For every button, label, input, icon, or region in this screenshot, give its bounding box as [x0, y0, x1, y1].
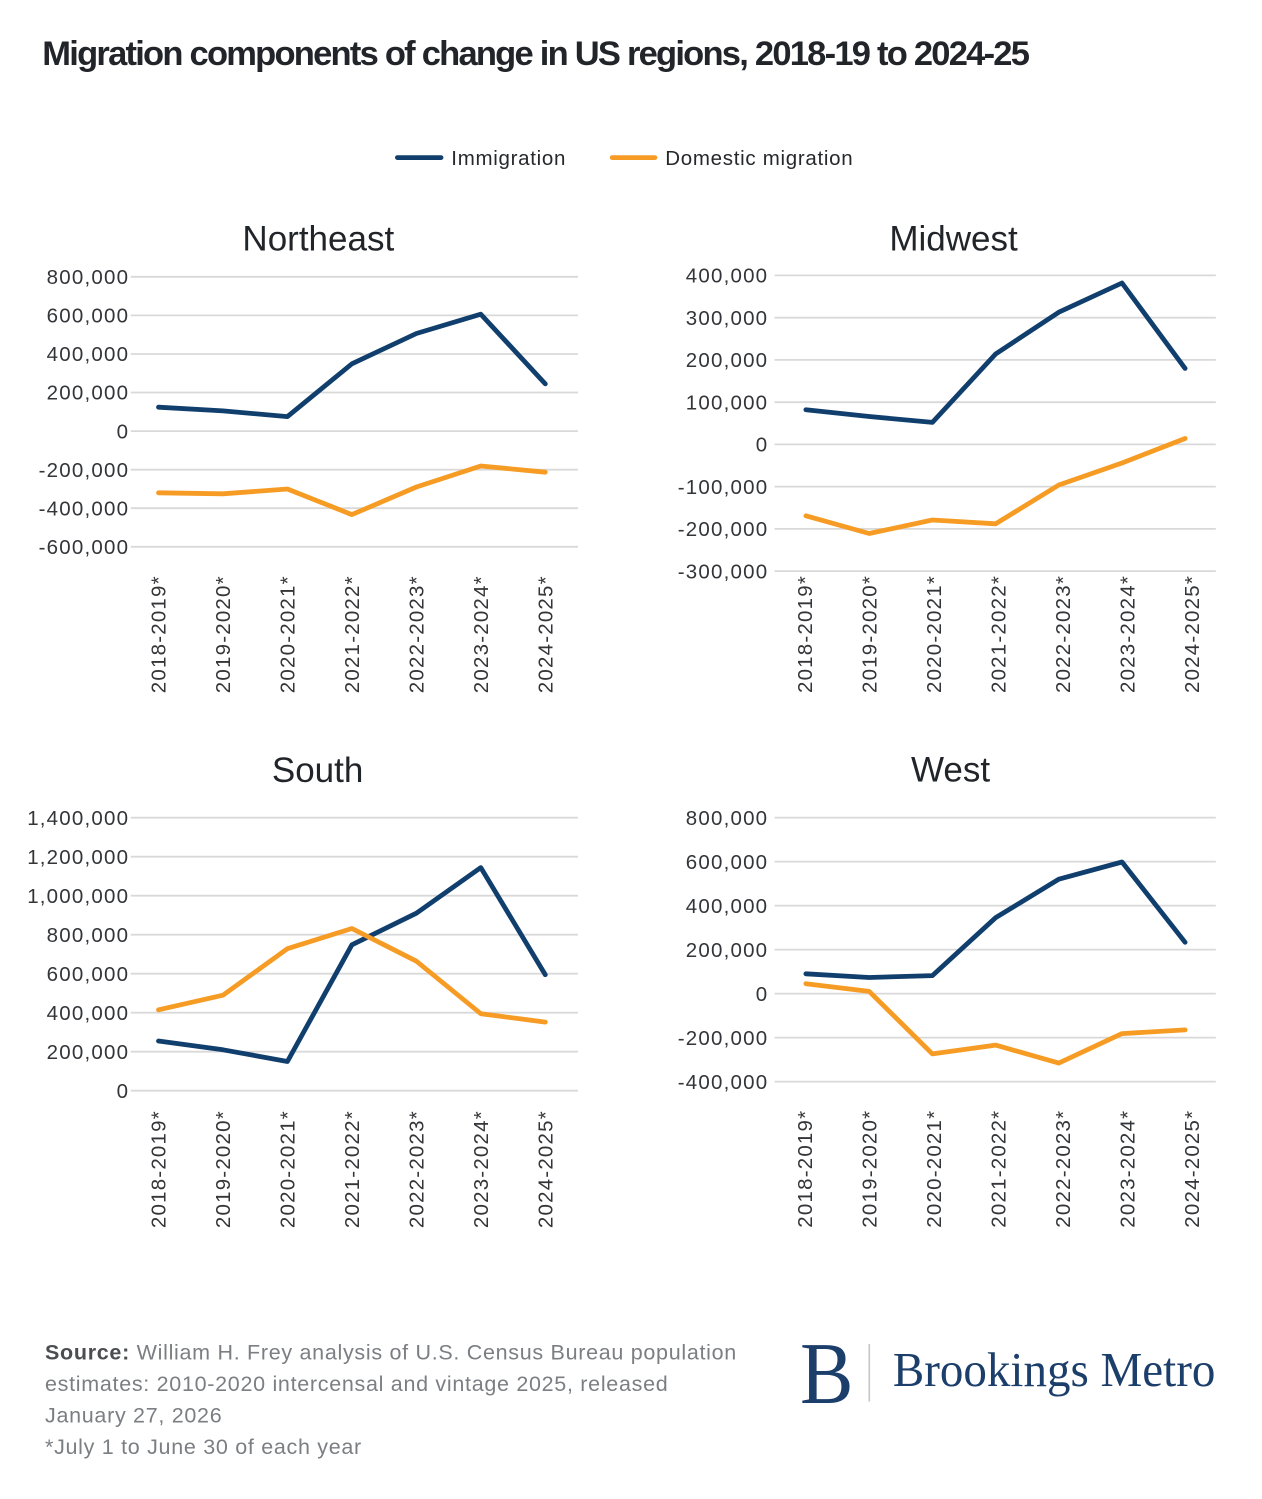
svg-text:600,000: 600,000 [686, 851, 769, 874]
svg-text:400,000: 400,000 [47, 343, 130, 366]
svg-text:-200,000: -200,000 [39, 459, 130, 482]
svg-text:0: 0 [756, 983, 769, 1006]
svg-text:800,000: 800,000 [686, 807, 769, 830]
svg-text:1,000,000: 1,000,000 [27, 885, 129, 908]
svg-text:Domestic migration: Domestic migration [665, 147, 853, 170]
svg-text:2021-2022*: 2021-2022* [988, 1110, 1011, 1228]
svg-text:-200,000: -200,000 [678, 518, 769, 541]
svg-text:0: 0 [117, 420, 130, 443]
svg-text:800,000: 800,000 [47, 924, 130, 947]
svg-text:300,000: 300,000 [686, 307, 769, 330]
svg-text:0: 0 [756, 434, 769, 457]
svg-text:2020-2021*: 2020-2021* [277, 1110, 300, 1228]
svg-text:2019-2020*: 2019-2020* [858, 1110, 881, 1228]
svg-text:400,000: 400,000 [686, 265, 769, 288]
svg-text:600,000: 600,000 [47, 963, 130, 986]
svg-text:West: West [911, 751, 990, 790]
svg-text:200,000: 200,000 [47, 1041, 130, 1064]
svg-text:2022-2023*: 2022-2023* [1052, 1110, 1075, 1228]
svg-text:2018-2019*: 2018-2019* [794, 1110, 817, 1228]
svg-text:2023-2024*: 2023-2024* [470, 1110, 493, 1228]
svg-text:2020-2021*: 2020-2021* [277, 575, 300, 693]
svg-text:2023-2024*: 2023-2024* [1117, 575, 1140, 693]
svg-text:2021-2022*: 2021-2022* [341, 1110, 364, 1228]
svg-text:Immigration: Immigration [451, 147, 566, 170]
svg-text:200,000: 200,000 [686, 939, 769, 962]
svg-text:600,000: 600,000 [47, 305, 130, 328]
svg-text:2022-2023*: 2022-2023* [1052, 575, 1075, 693]
svg-text:1,400,000: 1,400,000 [27, 807, 129, 830]
svg-text:1,200,000: 1,200,000 [27, 846, 129, 869]
svg-text:January 27, 2026: January 27, 2026 [45, 1404, 222, 1428]
svg-text:100,000: 100,000 [686, 391, 769, 414]
svg-text:-600,000: -600,000 [39, 536, 130, 559]
svg-text:Migration components of change: Migration components of change in US reg… [42, 35, 1029, 73]
svg-text:2024-2025*: 2024-2025* [535, 575, 558, 693]
svg-text:Midwest: Midwest [889, 220, 1018, 259]
svg-text:-400,000: -400,000 [39, 497, 130, 520]
svg-text:2020-2021*: 2020-2021* [923, 1110, 946, 1228]
svg-text:B: B [800, 1326, 854, 1423]
svg-text:200,000: 200,000 [47, 382, 130, 405]
svg-text:2022-2023*: 2022-2023* [406, 575, 429, 693]
svg-text:estimates: 2010-2020 intercens: estimates: 2010-2020 intercensal and vin… [45, 1372, 668, 1396]
svg-text:0: 0 [117, 1080, 130, 1103]
svg-text:Northeast: Northeast [242, 219, 394, 258]
svg-text:2022-2023*: 2022-2023* [406, 1110, 429, 1228]
svg-text:2023-2024*: 2023-2024* [1117, 1110, 1140, 1228]
svg-text:2021-2022*: 2021-2022* [341, 575, 364, 693]
svg-text:2020-2021*: 2020-2021* [923, 575, 946, 693]
svg-text:Source: William H. Frey analys: Source: William H. Frey analysis of U.S.… [45, 1341, 737, 1365]
svg-text:2021-2022*: 2021-2022* [988, 575, 1011, 693]
svg-text:800,000: 800,000 [47, 266, 130, 289]
svg-text:South: South [272, 751, 363, 790]
svg-text:2018-2019*: 2018-2019* [794, 575, 817, 693]
svg-text:Brookings Metro: Brookings Metro [893, 1344, 1216, 1397]
svg-text:200,000: 200,000 [686, 349, 769, 372]
svg-text:2019-2020*: 2019-2020* [212, 1110, 235, 1228]
svg-text:-300,000: -300,000 [678, 560, 769, 583]
svg-text:-200,000: -200,000 [678, 1027, 769, 1050]
svg-text:2024-2025*: 2024-2025* [1181, 575, 1204, 693]
svg-text:-400,000: -400,000 [678, 1071, 769, 1094]
svg-text:2023-2024*: 2023-2024* [470, 575, 493, 693]
svg-text:2024-2025*: 2024-2025* [1181, 1110, 1204, 1228]
svg-text:2019-2020*: 2019-2020* [858, 575, 881, 693]
svg-text:400,000: 400,000 [47, 1002, 130, 1025]
svg-text:2018-2019*: 2018-2019* [148, 1110, 171, 1228]
svg-text:400,000: 400,000 [686, 895, 769, 918]
svg-text:*July 1 to June 30 of each yea: *July 1 to June 30 of each year [45, 1435, 362, 1459]
svg-text:2019-2020*: 2019-2020* [212, 575, 235, 693]
svg-text:2018-2019*: 2018-2019* [148, 575, 171, 693]
svg-text:2024-2025*: 2024-2025* [535, 1110, 558, 1228]
svg-text:-100,000: -100,000 [678, 476, 769, 499]
